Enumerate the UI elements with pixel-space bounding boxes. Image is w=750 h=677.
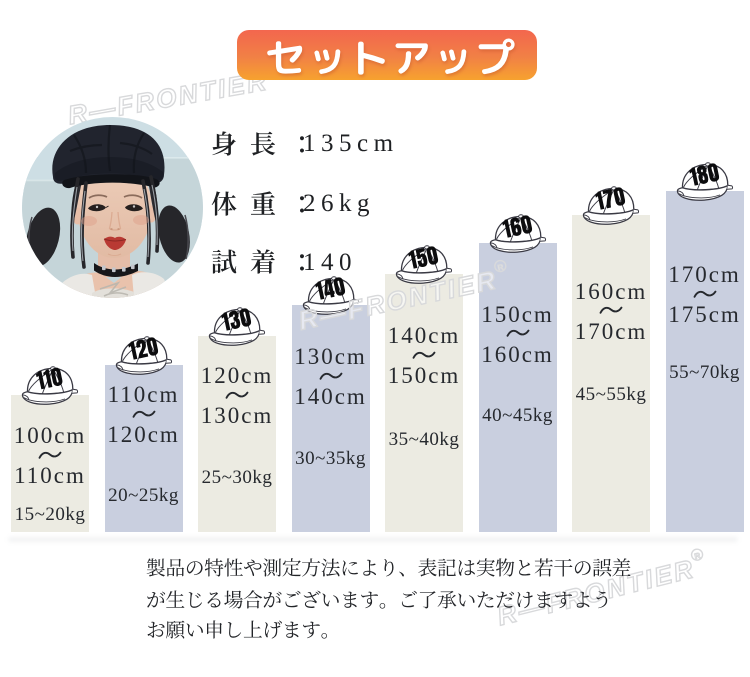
- svg-text:R: R: [496, 262, 504, 272]
- svg-text:R: R: [693, 551, 701, 561]
